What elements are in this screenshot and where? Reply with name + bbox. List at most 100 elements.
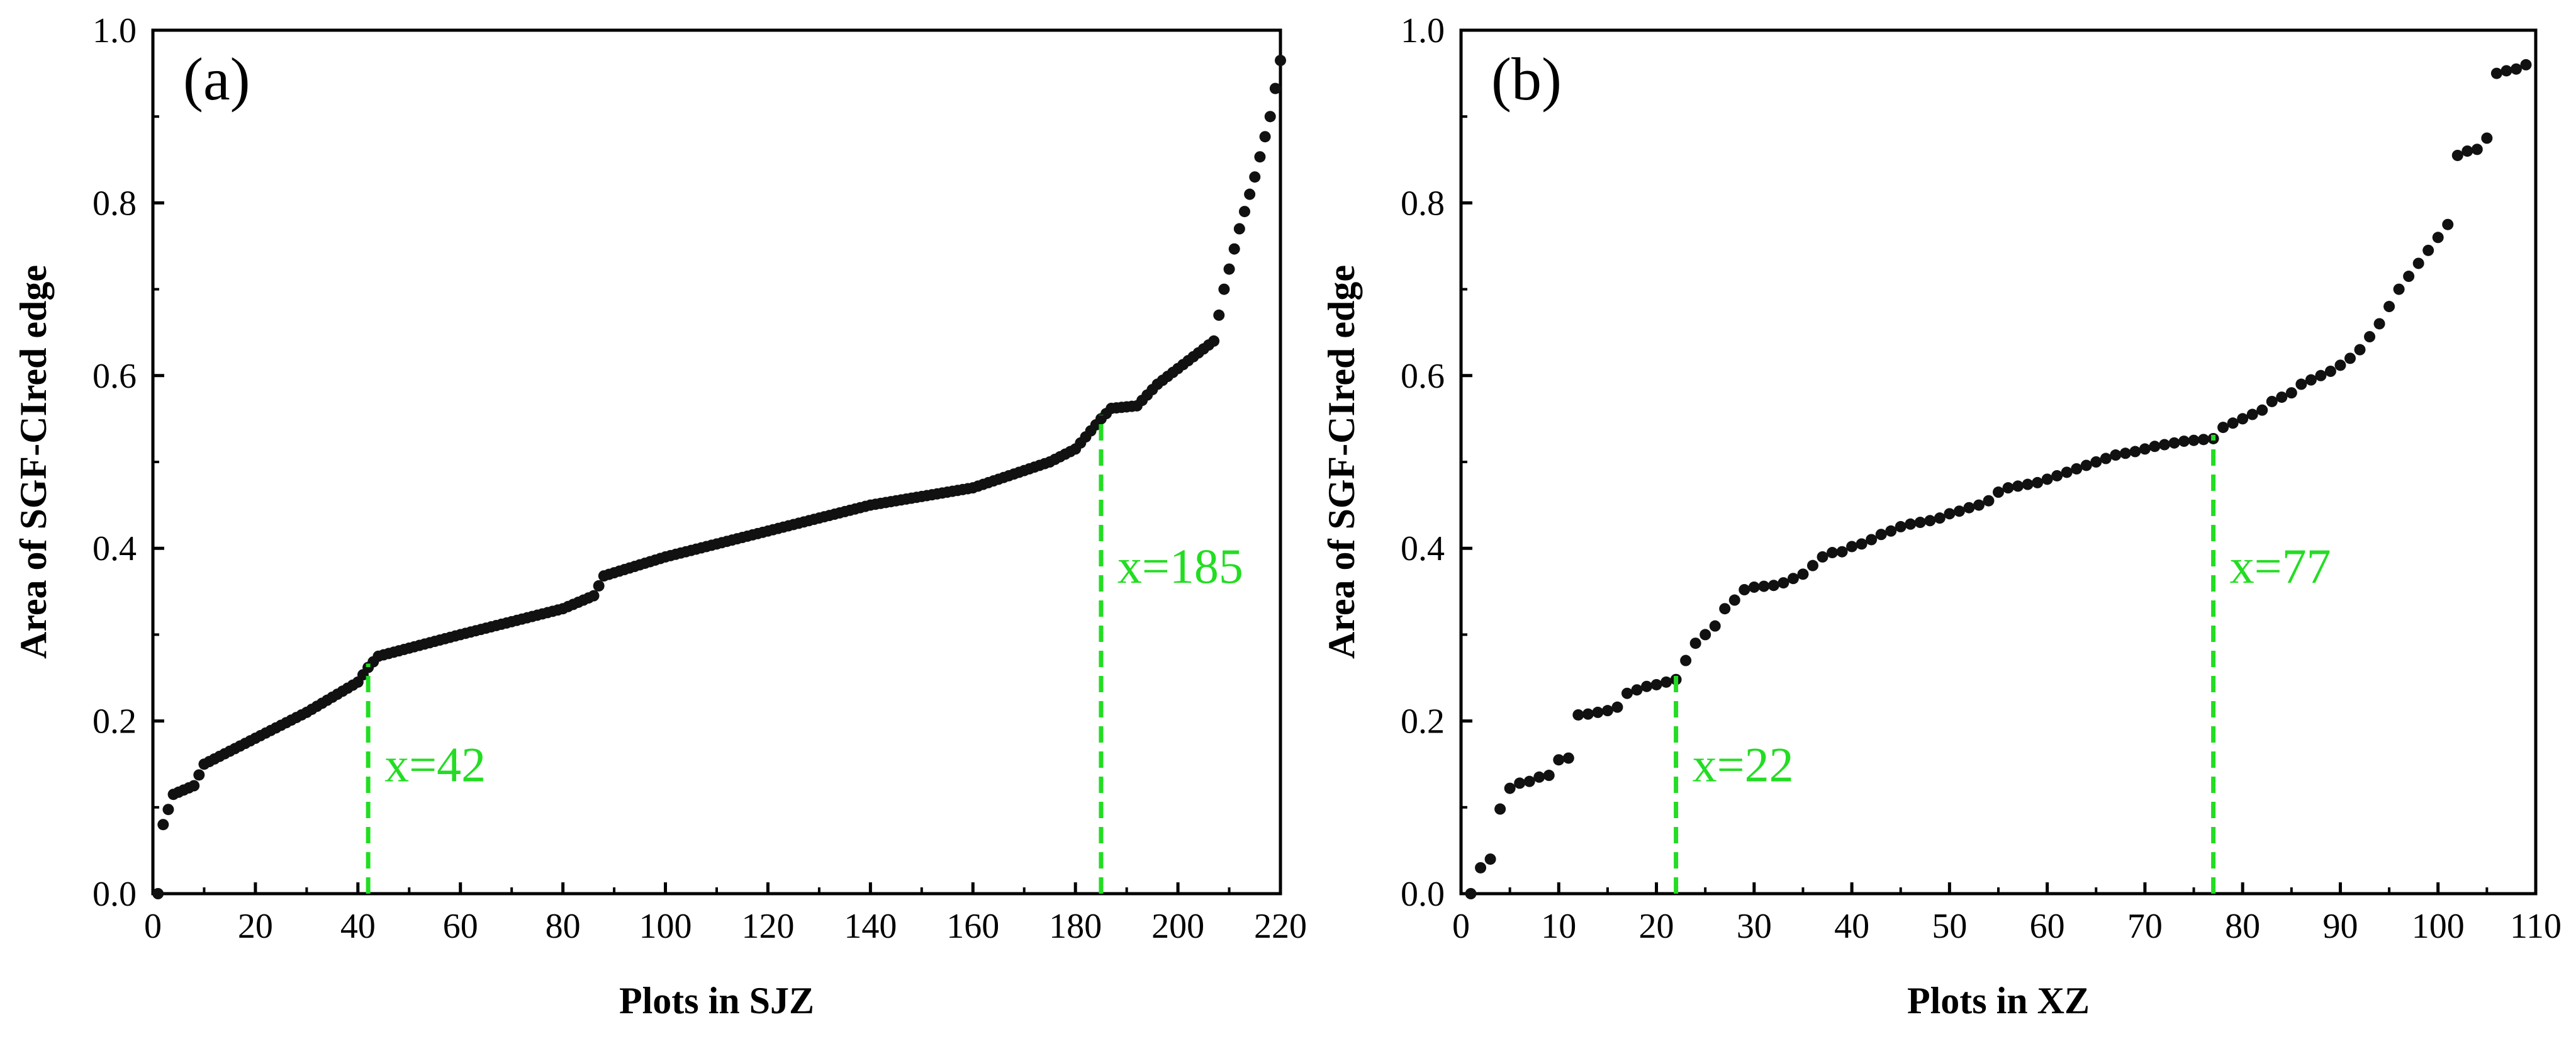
data-point xyxy=(1249,171,1261,183)
data-point xyxy=(2217,422,2229,434)
y-tick-label: 0.0 xyxy=(1401,875,1445,914)
x-tick-label: 100 xyxy=(639,907,692,946)
data-point xyxy=(2285,387,2297,399)
data-point xyxy=(1572,709,1584,721)
data-points xyxy=(1465,59,2532,899)
data-point xyxy=(2520,59,2532,70)
data-points xyxy=(152,55,1286,899)
threshold-label: x=185 xyxy=(1117,539,1243,593)
data-point xyxy=(1866,534,1878,546)
data-point xyxy=(2276,391,2288,403)
data-point xyxy=(1601,705,1613,717)
data-point xyxy=(1993,486,2004,498)
data-point xyxy=(1827,547,1839,559)
data-point xyxy=(1264,111,1276,123)
y-tick-label: 1.0 xyxy=(92,11,137,50)
x-tick-label: 120 xyxy=(741,907,794,946)
data-point xyxy=(1680,655,1692,666)
data-point xyxy=(2198,434,2210,446)
data-point xyxy=(2139,443,2151,455)
data-point xyxy=(1494,803,1506,815)
data-point xyxy=(2110,449,2122,461)
x-axis-title: Plots in SJZ xyxy=(619,980,814,1021)
x-tick-label: 40 xyxy=(340,907,376,946)
x-tick-label: 40 xyxy=(1834,907,1869,946)
plot-frame xyxy=(1459,28,2538,896)
data-point xyxy=(1934,512,1946,524)
data-point xyxy=(1856,538,1868,550)
data-point xyxy=(1641,680,1653,692)
data-point xyxy=(1484,853,1496,865)
y-tick-label: 0.4 xyxy=(1401,529,1445,568)
data-point xyxy=(2256,404,2268,416)
data-point xyxy=(1875,529,1887,541)
chart-panel-2: 0 10 20 30 40 50 60 70 80 90 100 110 0.0 0.2 0.4 0.6 0.8… xyxy=(1321,11,2562,1021)
x-tick-label: 70 xyxy=(2127,907,2163,946)
data-point xyxy=(2334,359,2346,371)
x-tick-label: 20 xyxy=(1639,907,1674,946)
data-point xyxy=(152,888,164,899)
x-tick-label: 110 xyxy=(2510,907,2562,946)
y-tick-label: 0.2 xyxy=(92,702,137,741)
data-point xyxy=(1208,335,1220,347)
data-point xyxy=(2129,446,2141,458)
data-point xyxy=(2373,318,2385,330)
y-tick-label: 0.0 xyxy=(92,875,137,914)
data-point xyxy=(1924,515,1936,527)
data-point xyxy=(2393,283,2405,295)
data-point xyxy=(188,780,200,792)
data-point xyxy=(1797,568,1809,580)
x-tick-label: 140 xyxy=(844,907,897,946)
data-point xyxy=(1533,771,1545,783)
y-tick-label: 0.6 xyxy=(1401,357,1445,396)
data-point xyxy=(1758,580,1770,592)
data-point xyxy=(1983,495,1995,507)
data-point xyxy=(2324,365,2336,377)
data-point xyxy=(1475,862,1487,874)
data-point xyxy=(1973,499,1985,511)
panel-label: (a) xyxy=(183,45,250,113)
x-tick-label: 100 xyxy=(2412,907,2465,946)
data-point xyxy=(2403,271,2415,283)
data-point xyxy=(1846,541,1858,553)
data-point xyxy=(2490,67,2502,79)
y-tick-label: 0.2 xyxy=(1401,702,1445,741)
x-tick-label: 30 xyxy=(1737,907,1772,946)
data-point xyxy=(1233,223,1245,235)
data-point xyxy=(1592,706,1604,718)
data-point xyxy=(1631,684,1643,696)
data-point xyxy=(1238,206,1250,218)
y-axis-title: Area of SGF-CIred edge xyxy=(1321,265,1362,659)
data-point xyxy=(588,590,600,602)
data-point xyxy=(1228,243,1240,255)
data-point xyxy=(1905,518,1917,530)
data-point xyxy=(1700,629,1711,641)
threshold-label: x=42 xyxy=(384,738,486,792)
data-point xyxy=(1213,309,1225,321)
data-point xyxy=(1611,701,1623,713)
data-point xyxy=(1465,888,1477,899)
data-point xyxy=(2481,132,2493,144)
data-point xyxy=(2500,65,2512,77)
data-point xyxy=(1275,55,1286,67)
x-tick-label: 20 xyxy=(238,907,273,946)
data-point xyxy=(2442,218,2454,230)
data-point xyxy=(2188,434,2200,446)
data-point xyxy=(1562,752,1574,764)
x-tick-label: 60 xyxy=(2030,907,2065,946)
data-point xyxy=(2354,344,2366,356)
data-point xyxy=(593,580,605,592)
data-point xyxy=(2266,395,2278,407)
data-point xyxy=(2168,437,2180,449)
data-point xyxy=(2022,478,2034,490)
data-point xyxy=(2305,374,2317,386)
data-point xyxy=(1254,151,1266,163)
data-point xyxy=(2422,244,2434,256)
y-tick-label: 0.8 xyxy=(1401,184,1445,223)
data-point xyxy=(2178,436,2190,447)
data-point xyxy=(2149,441,2161,452)
data-point xyxy=(1953,505,1965,517)
data-point xyxy=(1244,188,1256,200)
data-point xyxy=(2080,459,2092,471)
data-point xyxy=(2041,473,2053,485)
